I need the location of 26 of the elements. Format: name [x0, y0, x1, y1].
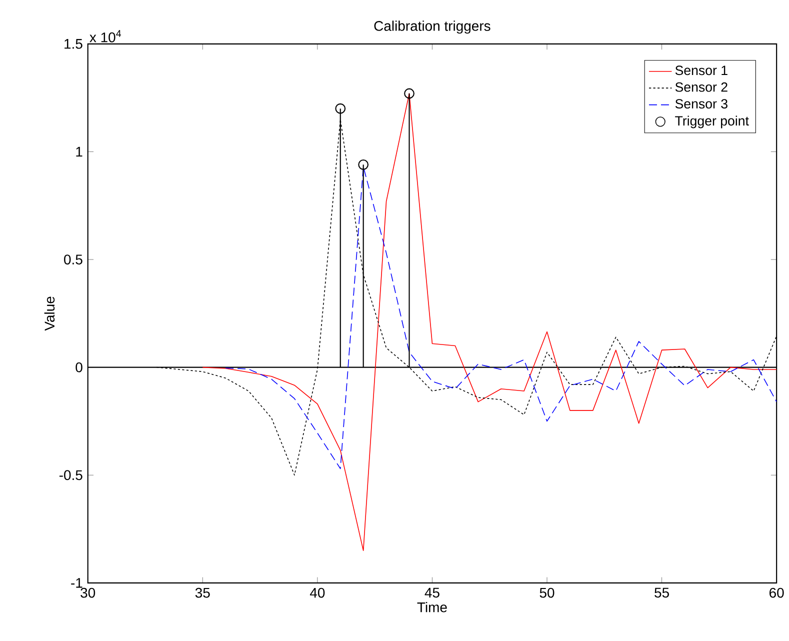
y-tick-label: 1	[76, 147, 82, 157]
legend-label: Sensor 3	[675, 99, 728, 109]
y-tick-label: 1.5	[64, 39, 82, 49]
legend-label: Trigger point	[675, 116, 749, 128]
y-tick-label: 0	[76, 362, 82, 372]
legend-label: Sensor 1	[675, 66, 728, 76]
x-tick-label: 50	[540, 588, 554, 598]
legend-label: Sensor 2	[675, 82, 728, 92]
x-tick-label: 40	[310, 588, 325, 598]
x-axis-title: Time	[417, 602, 447, 612]
y-tick-label: -1	[71, 578, 82, 588]
chart-title: Calibration triggers	[374, 20, 490, 34]
point	[335, 103, 346, 114]
y-axis-title: Value	[44, 296, 55, 331]
line-series	[202, 93, 777, 552]
line-series	[225, 166, 777, 470]
x-tick-label: 55	[654, 588, 669, 598]
text: x 10$^{4}$	[90, 30, 122, 42]
y-tick-label: 0.5	[64, 254, 82, 265]
x-tick-label: 60	[770, 588, 784, 598]
x-tick-label: 35	[195, 588, 210, 598]
x-tick-label: 45	[424, 588, 440, 598]
x-tick-label: 30	[80, 588, 96, 598]
point	[358, 160, 369, 170]
y-tick-label: -0.5	[59, 470, 82, 480]
point	[404, 88, 414, 99]
